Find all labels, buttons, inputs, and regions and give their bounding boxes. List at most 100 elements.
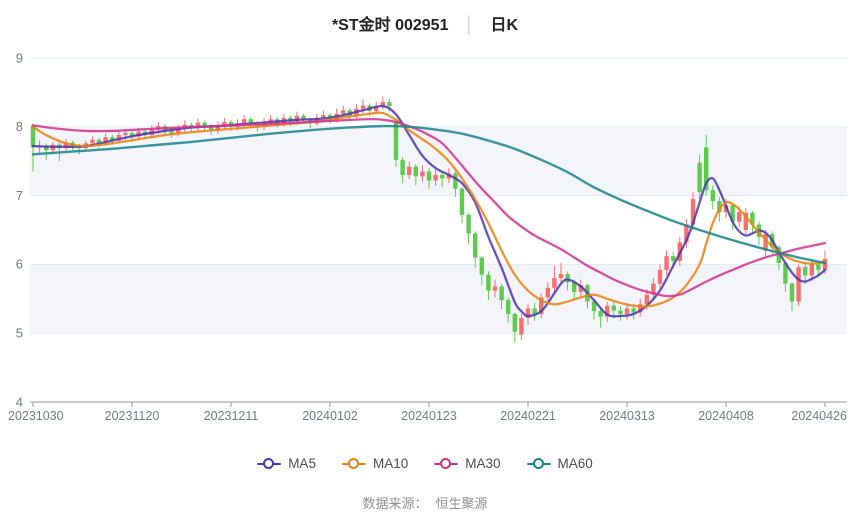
candlestick[interactable]	[578, 279, 583, 298]
candlestick[interactable]	[558, 263, 564, 284]
candlestick[interactable]	[426, 168, 432, 189]
candlestick[interactable]	[743, 207, 748, 235]
candlestick[interactable]	[499, 283, 504, 310]
candlestick[interactable]	[591, 298, 597, 320]
data-source-label: 数据来源：	[362, 496, 428, 511]
candlestick[interactable]	[413, 163, 418, 186]
candle-body	[321, 115, 326, 118]
candlestick[interactable]	[789, 282, 795, 312]
candlestick[interactable]	[796, 264, 801, 306]
candlestick[interactable]	[552, 265, 557, 294]
plot-band	[30, 264, 847, 334]
candle-body	[783, 263, 788, 284]
candlestick[interactable]	[433, 169, 438, 186]
candlestick[interactable]	[710, 185, 715, 210]
candle-body	[796, 267, 801, 302]
candlestick[interactable]	[215, 121, 220, 134]
x-axis-label: 20231211	[204, 409, 259, 423]
candlestick[interactable]	[222, 117, 227, 130]
candlestick[interactable]	[763, 230, 768, 257]
candlestick[interactable]	[420, 165, 425, 182]
candlestick[interactable]	[195, 118, 201, 131]
legend-item-ma10[interactable]: MA10	[341, 456, 409, 471]
candle-body	[644, 294, 649, 305]
candle-body	[717, 201, 722, 213]
candlestick[interactable]	[473, 231, 478, 268]
candlestick[interactable]	[486, 271, 491, 301]
candle-body	[420, 171, 425, 177]
data-source-name: 恒生聚源	[435, 496, 488, 511]
candle-body	[387, 102, 392, 107]
candle-body	[545, 287, 550, 298]
candlestick[interactable]	[651, 278, 656, 301]
candlestick[interactable]	[776, 245, 781, 270]
y-axis-label: 7	[16, 188, 23, 203]
candlestick[interactable]	[512, 312, 517, 343]
candlestick[interactable]	[506, 297, 511, 323]
chart-legend: MA5 MA10 MA30 MA60	[0, 456, 850, 471]
candlestick[interactable]	[598, 307, 603, 328]
candlestick[interactable]	[525, 304, 531, 325]
x-axis-label: 20240123	[401, 409, 457, 423]
period-label: 日K	[490, 17, 519, 34]
candle-body	[202, 122, 207, 127]
candlestick[interactable]	[664, 250, 669, 276]
candlestick[interactable]	[539, 293, 544, 319]
candlestick[interactable]	[565, 271, 570, 291]
candlestick[interactable]	[440, 170, 445, 188]
candle-body	[110, 137, 115, 141]
candle-body	[598, 311, 603, 317]
candlestick[interactable]	[750, 210, 755, 233]
candlestick[interactable]	[380, 96, 385, 110]
legend-label: MA10	[372, 456, 409, 471]
candlestick[interactable]	[519, 313, 524, 341]
candle-body	[433, 174, 438, 181]
candle-body	[492, 286, 498, 291]
candlestick[interactable]	[605, 301, 610, 323]
candlestick[interactable]	[783, 261, 788, 292]
legend-item-ma30[interactable]: MA30	[434, 456, 501, 471]
candlestick[interactable]	[638, 298, 643, 317]
candlestick[interactable]	[684, 218, 689, 248]
candle-body	[473, 233, 478, 258]
candle-body	[730, 205, 735, 222]
candlestick[interactable]	[479, 256, 484, 286]
candle-body	[697, 162, 702, 193]
legend-label: MA5	[288, 456, 316, 471]
candle-body	[743, 212, 748, 230]
candlestick[interactable]	[492, 279, 498, 298]
candlestick[interactable]	[730, 203, 735, 230]
candlestick[interactable]	[532, 302, 537, 321]
ma60-line	[31, 124, 827, 265]
candlestick[interactable]	[618, 305, 623, 321]
candlestick[interactable]	[453, 171, 458, 197]
candlestick[interactable]	[30, 123, 36, 172]
candle-body	[578, 285, 583, 292]
candlestick[interactable]	[63, 139, 69, 151]
candle-body	[209, 126, 214, 131]
x-axis-label: 20240102	[302, 409, 358, 423]
candlestick[interactable]	[466, 212, 471, 244]
candle-body	[215, 125, 220, 131]
data-source: 数据来源： 恒生聚源	[0, 493, 850, 512]
legend-item-ma5[interactable]: MA5	[257, 456, 316, 471]
candle-body	[479, 257, 484, 275]
candle-body	[63, 142, 69, 149]
y-axis-label: 5	[16, 326, 23, 341]
candlestick[interactable]	[657, 264, 663, 290]
candlestick[interactable]	[407, 161, 412, 180]
candle-body	[532, 308, 537, 314]
candlestick[interactable]	[400, 157, 405, 184]
candlestick[interactable]	[459, 187, 465, 224]
candle-body	[374, 106, 379, 111]
legend-item-ma60[interactable]: MA60	[526, 456, 593, 471]
candle-body	[684, 224, 689, 243]
candlestick[interactable]	[545, 282, 550, 303]
candle-body	[466, 214, 471, 234]
y-axis-label: 8	[16, 119, 23, 134]
candlestick[interactable]	[697, 154, 702, 200]
candle-body	[459, 188, 465, 215]
candlestick[interactable]	[803, 263, 808, 284]
candle-body	[789, 283, 795, 302]
